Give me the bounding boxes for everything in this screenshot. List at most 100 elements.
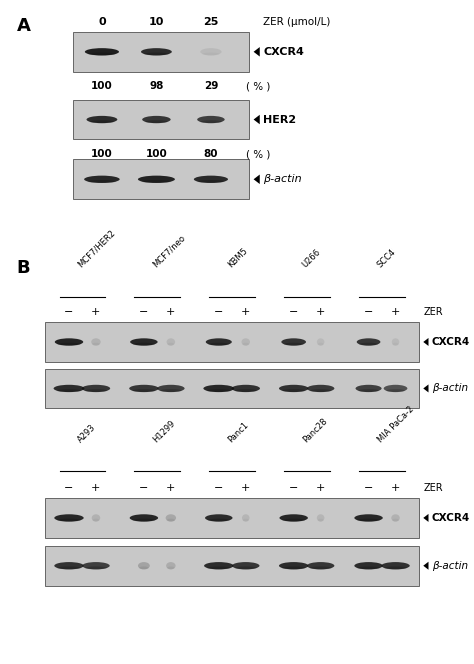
Ellipse shape xyxy=(284,343,303,345)
Ellipse shape xyxy=(82,385,110,392)
Ellipse shape xyxy=(279,562,309,570)
Ellipse shape xyxy=(358,389,379,392)
Text: A293: A293 xyxy=(76,423,98,445)
Ellipse shape xyxy=(242,514,249,522)
Ellipse shape xyxy=(82,562,109,570)
Ellipse shape xyxy=(391,514,400,522)
Ellipse shape xyxy=(139,566,149,570)
Ellipse shape xyxy=(85,566,107,570)
Text: CXCR4: CXCR4 xyxy=(432,337,470,347)
Ellipse shape xyxy=(231,385,260,392)
Text: −: − xyxy=(364,307,373,317)
Polygon shape xyxy=(423,384,428,392)
Ellipse shape xyxy=(357,519,380,522)
Ellipse shape xyxy=(317,339,324,345)
Ellipse shape xyxy=(55,339,83,345)
Ellipse shape xyxy=(133,343,155,345)
Ellipse shape xyxy=(357,339,381,345)
Polygon shape xyxy=(254,175,260,184)
Ellipse shape xyxy=(357,566,380,570)
Text: A: A xyxy=(17,17,30,35)
Ellipse shape xyxy=(206,339,232,345)
Bar xyxy=(73,100,249,139)
Text: ZER (μmol/L): ZER (μmol/L) xyxy=(263,17,330,27)
Text: +: + xyxy=(391,307,400,317)
Ellipse shape xyxy=(167,519,175,522)
Ellipse shape xyxy=(310,389,332,392)
Text: −: − xyxy=(364,483,373,493)
Ellipse shape xyxy=(91,514,100,522)
Ellipse shape xyxy=(55,514,84,522)
Text: +: + xyxy=(241,483,250,493)
Text: H1299: H1299 xyxy=(151,419,177,445)
Ellipse shape xyxy=(386,389,405,392)
Ellipse shape xyxy=(166,562,175,570)
Text: β-actin: β-actin xyxy=(432,383,468,394)
Text: U266: U266 xyxy=(301,247,323,269)
Ellipse shape xyxy=(54,385,84,392)
Ellipse shape xyxy=(279,385,309,392)
Text: Panc1: Panc1 xyxy=(226,421,250,445)
Text: KBM5: KBM5 xyxy=(226,246,249,269)
Ellipse shape xyxy=(200,48,221,55)
Bar xyxy=(73,159,249,199)
Text: +: + xyxy=(166,307,175,317)
Text: β-actin: β-actin xyxy=(263,174,301,185)
Ellipse shape xyxy=(57,389,82,392)
Ellipse shape xyxy=(200,120,222,123)
Text: 25: 25 xyxy=(203,17,219,27)
Ellipse shape xyxy=(355,562,383,570)
Ellipse shape xyxy=(130,514,158,522)
Ellipse shape xyxy=(197,180,225,183)
Text: β-actin: β-actin xyxy=(432,560,468,571)
Ellipse shape xyxy=(58,343,81,345)
Polygon shape xyxy=(423,338,428,346)
Text: 100: 100 xyxy=(91,81,113,92)
Ellipse shape xyxy=(138,562,150,570)
Ellipse shape xyxy=(129,385,159,392)
Ellipse shape xyxy=(359,343,378,345)
Text: −: − xyxy=(64,307,73,317)
Ellipse shape xyxy=(141,48,172,55)
Text: −: − xyxy=(139,307,148,317)
Ellipse shape xyxy=(197,116,225,124)
Bar xyxy=(45,369,419,408)
Ellipse shape xyxy=(91,339,100,345)
Text: 0: 0 xyxy=(98,17,106,27)
Ellipse shape xyxy=(57,566,81,570)
Ellipse shape xyxy=(142,116,171,124)
Text: MCF7/HER2: MCF7/HER2 xyxy=(76,228,117,269)
Text: +: + xyxy=(316,483,325,493)
Text: 98: 98 xyxy=(149,81,164,92)
Ellipse shape xyxy=(55,562,84,570)
Ellipse shape xyxy=(207,566,230,570)
Ellipse shape xyxy=(356,385,382,392)
Ellipse shape xyxy=(88,180,116,183)
Ellipse shape xyxy=(145,120,168,123)
Polygon shape xyxy=(254,47,260,56)
Text: 100: 100 xyxy=(91,149,113,159)
Text: CXCR4: CXCR4 xyxy=(432,513,470,523)
Ellipse shape xyxy=(355,514,383,522)
Polygon shape xyxy=(254,115,260,124)
Ellipse shape xyxy=(384,566,407,570)
Ellipse shape xyxy=(282,339,306,345)
Ellipse shape xyxy=(392,339,399,345)
Ellipse shape xyxy=(207,389,231,392)
Ellipse shape xyxy=(280,514,308,522)
Ellipse shape xyxy=(130,339,158,345)
Polygon shape xyxy=(423,562,428,570)
Text: Panc28: Panc28 xyxy=(301,417,328,445)
Ellipse shape xyxy=(234,389,257,392)
Ellipse shape xyxy=(205,514,233,522)
Text: +: + xyxy=(166,483,175,493)
Ellipse shape xyxy=(310,566,332,570)
Text: ZER: ZER xyxy=(423,307,443,317)
Text: SCC4: SCC4 xyxy=(376,247,398,269)
Bar xyxy=(45,322,419,362)
Text: −: − xyxy=(64,483,73,493)
Ellipse shape xyxy=(166,339,175,345)
Text: MIA PaCa-2: MIA PaCa-2 xyxy=(376,405,415,445)
Text: −: − xyxy=(214,483,223,493)
Text: B: B xyxy=(17,259,30,277)
